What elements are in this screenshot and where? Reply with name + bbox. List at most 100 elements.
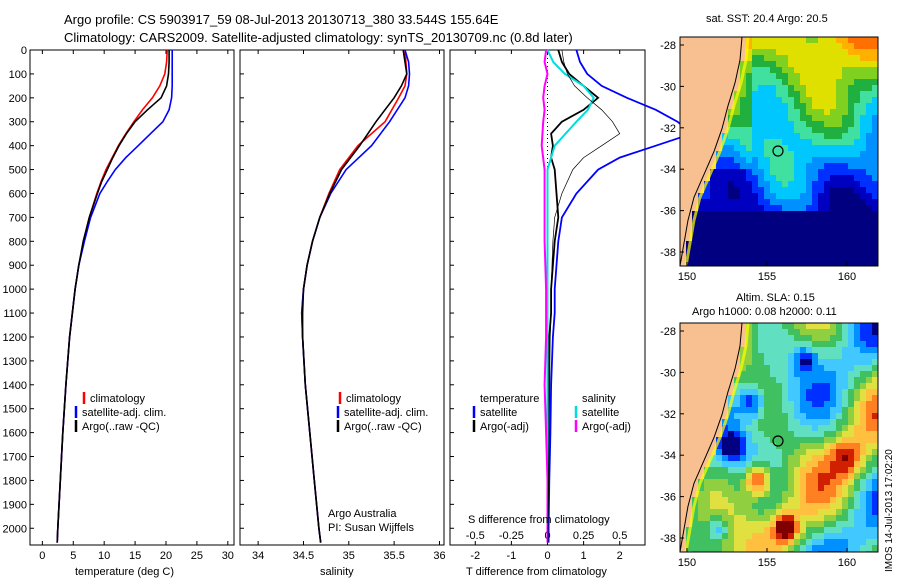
map-cell [710, 401, 716, 407]
map-cell [710, 395, 716, 401]
map-cell [854, 377, 860, 383]
map-cell [854, 55, 860, 61]
map-cell [710, 479, 716, 485]
map-cell [854, 133, 860, 139]
map-cell [782, 187, 788, 193]
map-cell [842, 157, 848, 163]
map-cell [722, 485, 728, 491]
map-cell [812, 539, 818, 545]
lon-tick-label: 150 [678, 557, 696, 569]
map-cell [746, 79, 752, 85]
map-cell [794, 127, 800, 133]
map-cell [830, 193, 836, 199]
map-cell [764, 359, 770, 365]
map-cell [722, 49, 728, 55]
map-cell [848, 127, 854, 133]
map-cell [866, 365, 872, 371]
depth-tick-label: 2000 [3, 523, 27, 535]
map-cell [830, 539, 836, 545]
map-cell [686, 413, 692, 419]
map-cell [716, 127, 722, 133]
map-cell [776, 431, 782, 437]
map-cell [824, 175, 830, 181]
map-cell [722, 85, 728, 91]
map-cell [740, 383, 746, 389]
map-cell [842, 473, 848, 479]
map-cell [776, 491, 782, 497]
map-cell [704, 169, 710, 175]
map-cell [734, 61, 740, 67]
map-cell [734, 407, 740, 413]
map-cell [794, 145, 800, 151]
map-cell [788, 365, 794, 371]
map-cell [770, 341, 776, 347]
map-cell [854, 533, 860, 539]
map-cell [770, 235, 776, 241]
map-cell [782, 73, 788, 79]
map-cell [746, 479, 752, 485]
map-cell [812, 175, 818, 181]
map-cell [698, 67, 704, 73]
map-cell [824, 467, 830, 473]
coastline [680, 323, 743, 552]
map-cell [860, 515, 866, 521]
map-cell [722, 467, 728, 473]
map-cell [704, 67, 710, 73]
x-tick-label: 34 [252, 550, 264, 562]
map-cell [698, 253, 704, 259]
map-cell [710, 61, 716, 67]
map-cell [788, 437, 794, 443]
map-cell [818, 127, 824, 133]
map-cell [686, 347, 692, 353]
depth-tick-label: 1900 [3, 499, 27, 511]
map-cell [824, 241, 830, 247]
map-cell [716, 61, 722, 67]
map-cell [740, 61, 746, 67]
map-cell [812, 335, 818, 341]
map-cell [830, 521, 836, 527]
map-cell [848, 407, 854, 413]
map-cell [758, 175, 764, 181]
map-cell [836, 199, 842, 205]
map-cell [680, 485, 686, 491]
map-cell [722, 539, 728, 545]
map-cell [812, 103, 818, 109]
map-cell [692, 425, 698, 431]
map-cell [806, 241, 812, 247]
map-cell [680, 491, 686, 497]
map-cell [860, 371, 866, 377]
map-cell [746, 521, 752, 527]
map-cell [746, 503, 752, 509]
map-cell [704, 139, 710, 145]
map-cell [866, 335, 872, 341]
map-cell [782, 121, 788, 127]
map-cell [710, 55, 716, 61]
map-cell [836, 259, 842, 265]
map-cell [824, 49, 830, 55]
map-cell [710, 127, 716, 133]
map-cell [734, 329, 740, 335]
map-cell [770, 515, 776, 521]
map-cell [860, 539, 866, 545]
map-cell [710, 461, 716, 467]
map-cell [686, 217, 692, 223]
map-cell [746, 181, 752, 187]
map-cell [794, 467, 800, 473]
map-cell [806, 217, 812, 223]
map-cell [776, 259, 782, 265]
map-cell [794, 175, 800, 181]
map-cell [764, 181, 770, 187]
map-cell [866, 73, 872, 79]
map-cell [824, 485, 830, 491]
map-cell [734, 115, 740, 121]
map-cell [836, 103, 842, 109]
map-cell [788, 539, 794, 545]
map-cell [854, 371, 860, 377]
map-cell [782, 67, 788, 73]
map-cell [716, 533, 722, 539]
map-cell [680, 199, 686, 205]
map-cell [734, 223, 740, 229]
map-cell [800, 365, 806, 371]
map-cell [782, 205, 788, 211]
map-cell [794, 157, 800, 163]
